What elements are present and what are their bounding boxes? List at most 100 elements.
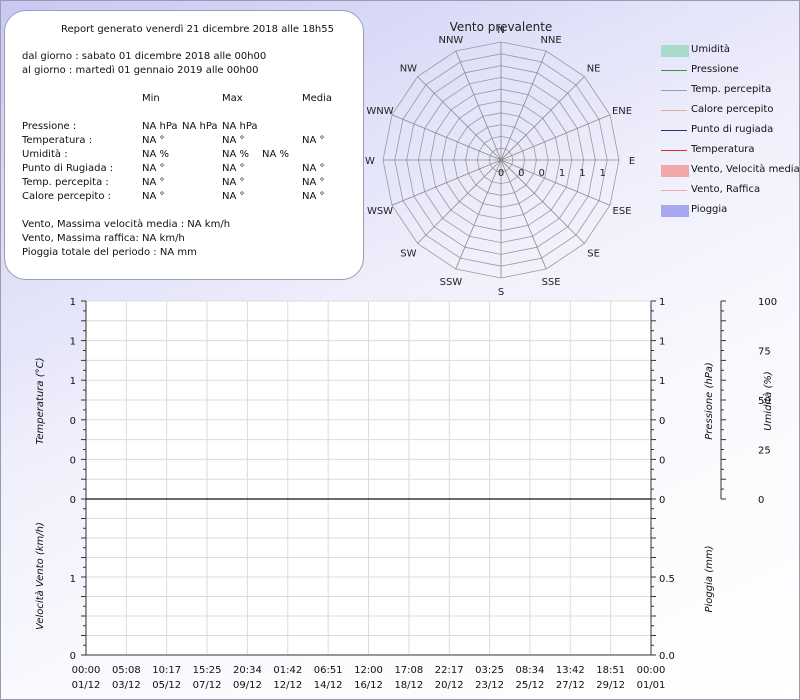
x-tick-date-label: 12/12 xyxy=(273,680,302,691)
period-to: al giorno : martedì 01 gennaio 2019 alle… xyxy=(22,65,259,76)
temperature-tick-label: 0 xyxy=(70,455,76,466)
x-tick-time-label: 18:51 xyxy=(596,665,625,676)
wind-rose-spoke xyxy=(500,159,547,270)
pressure-tick-label: 0 xyxy=(659,495,665,506)
rain-axis-label: Pioggia (mm) xyxy=(704,546,715,613)
wind-rose-spoke xyxy=(500,159,611,206)
legend-item: Vento, Velocità media xyxy=(661,163,799,179)
legend-item: Pioggia xyxy=(661,203,797,219)
header-max: Max xyxy=(222,93,243,104)
wind-rose-spoke xyxy=(391,159,502,206)
wind-direction-label: W xyxy=(365,156,375,167)
wind-rose-spoke xyxy=(500,114,611,161)
legend-swatch xyxy=(661,190,687,191)
row-min: NA % xyxy=(142,149,170,160)
x-tick-date-label: 25/12 xyxy=(516,680,545,691)
wind-rose-spoke xyxy=(417,159,502,244)
wind-direction-label: WSW xyxy=(367,206,393,217)
row-media: NA ° xyxy=(302,191,325,202)
wind-direction-label: NE xyxy=(587,63,601,74)
x-tick-date-label: 01/01 xyxy=(637,680,666,691)
rain-tick-label: 0.0 xyxy=(659,651,675,662)
row-max: NA ° xyxy=(222,163,245,174)
wind-direction-label: SSW xyxy=(440,277,463,288)
wind-speed-tick-label: 1 xyxy=(70,574,76,585)
x-tick-date-label: 27/12 xyxy=(556,680,585,691)
legend-item: Punto di rugiada xyxy=(661,123,797,139)
wind-rose-spoke xyxy=(500,50,547,161)
pressure-tick-label: 0 xyxy=(659,416,665,427)
temperature-axis-label: Temperatura (°C) xyxy=(35,358,46,445)
wind-gust-max: Vento, Massima raffica: NA km/h xyxy=(22,233,185,244)
x-tick-time-label: 06:51 xyxy=(314,665,343,676)
x-tick-time-label: 22:17 xyxy=(435,665,464,676)
x-tick-time-label: 13:42 xyxy=(556,665,585,676)
wind-rose-spoke xyxy=(391,114,502,161)
row-label: Calore percepito : xyxy=(22,191,111,202)
pressure-axis-label: Pressione (hPa) xyxy=(704,362,715,440)
legend-swatch xyxy=(661,205,689,217)
row-min: NA ° xyxy=(142,191,165,202)
legend-swatch xyxy=(661,110,687,111)
wind-rose-tick-label: 1 xyxy=(600,168,606,179)
humidity-tick-label: 75 xyxy=(758,347,771,358)
wind-direction-label: NNE xyxy=(540,35,561,46)
legend-item: Calore percepito xyxy=(661,103,797,119)
wind-speed-axis-label: Velocità Vento (km/h) xyxy=(34,522,46,630)
x-tick-time-label: 03:25 xyxy=(475,665,504,676)
legend-label: Pioggia xyxy=(691,204,728,215)
legend-item: Temp. percepita xyxy=(661,83,797,99)
humidity-tick-label: 25 xyxy=(758,446,771,457)
legend-swatch xyxy=(661,130,687,131)
x-tick-time-label: 00:00 xyxy=(72,665,101,676)
pressure-tick-label: 1 xyxy=(659,297,665,308)
row-max: NA ° xyxy=(222,191,245,202)
wind-rose-spoke xyxy=(455,159,502,270)
temperature-tick-label: 1 xyxy=(70,337,76,348)
humidity-tick-label: 50 xyxy=(758,396,771,407)
x-tick-date-label: 16/12 xyxy=(354,680,383,691)
humidity-tick-label: 0 xyxy=(758,495,764,506)
x-tick-date-label: 03/12 xyxy=(112,680,141,691)
row-label: Pressione : xyxy=(22,121,77,132)
header-media: Media xyxy=(302,93,333,104)
wind-direction-label: S xyxy=(498,287,504,298)
x-tick-date-label: 20/12 xyxy=(435,680,464,691)
period-from: dal giorno : sabato 01 dicembre 2018 all… xyxy=(22,51,267,62)
wind-direction-label: SSE xyxy=(542,277,561,288)
temperature-tick-label: 1 xyxy=(70,297,76,308)
row-min: NA hPa xyxy=(142,121,178,132)
x-tick-time-label: 17:08 xyxy=(394,665,423,676)
x-tick-time-label: 08:34 xyxy=(516,665,545,676)
legend-label: Vento, Raffica xyxy=(691,184,761,195)
row-media: NA hPa xyxy=(222,121,258,132)
x-tick-time-label: 00:00 xyxy=(637,665,666,676)
rain-total: Pioggia totale del periodo : NA mm xyxy=(22,247,197,258)
legend-item: Temperatura xyxy=(661,143,797,159)
wind-direction-label: SW xyxy=(400,249,416,260)
pressure-tick-label: 0 xyxy=(659,455,665,466)
row-media: NA ° xyxy=(302,135,325,146)
x-tick-date-label: 23/12 xyxy=(475,680,504,691)
wind-speed-tick-label: 0 xyxy=(70,651,76,662)
x-tick-date-label: 05/12 xyxy=(152,680,181,691)
x-tick-date-label: 18/12 xyxy=(394,680,423,691)
row-max: NA % xyxy=(222,149,250,160)
wind-direction-label: WNW xyxy=(366,106,393,117)
legend-item: Pressione xyxy=(661,63,797,79)
wind-avg-max: Vento, Massima velocità media : NA km/h xyxy=(22,219,231,230)
x-tick-date-label: 07/12 xyxy=(193,680,222,691)
row-label: Temperatura : xyxy=(22,135,93,146)
wind-rose-title: Vento prevalente xyxy=(450,20,553,34)
legend-item: Umidità xyxy=(661,43,797,59)
x-tick-time-label: 10:17 xyxy=(152,665,181,676)
humidity-axis-label: Umidità (%) xyxy=(762,371,774,431)
rain-tick-label: 0.5 xyxy=(659,574,675,585)
row-media: NA ° xyxy=(302,163,325,174)
wind-direction-label: ENE xyxy=(612,106,632,117)
x-tick-date-label: 29/12 xyxy=(596,680,625,691)
x-tick-time-label: 12:00 xyxy=(354,665,383,676)
